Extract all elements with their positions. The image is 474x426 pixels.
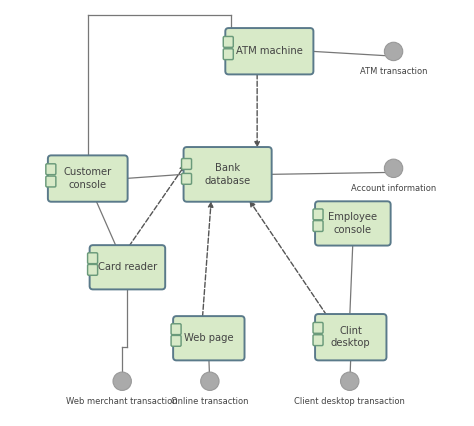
FancyBboxPatch shape: [171, 324, 181, 334]
Text: Web merchant transaction: Web merchant transaction: [66, 397, 178, 406]
FancyBboxPatch shape: [90, 245, 165, 289]
FancyBboxPatch shape: [223, 37, 233, 47]
Text: Account information: Account information: [351, 184, 436, 193]
FancyBboxPatch shape: [46, 164, 56, 175]
FancyBboxPatch shape: [313, 322, 323, 333]
Circle shape: [340, 372, 359, 390]
FancyBboxPatch shape: [313, 209, 323, 220]
FancyBboxPatch shape: [225, 28, 313, 75]
FancyBboxPatch shape: [315, 314, 386, 360]
FancyBboxPatch shape: [183, 147, 272, 202]
FancyBboxPatch shape: [313, 221, 323, 231]
Text: Clint
desktop: Clint desktop: [331, 326, 371, 348]
FancyBboxPatch shape: [223, 49, 233, 60]
FancyBboxPatch shape: [182, 173, 191, 184]
Circle shape: [201, 372, 219, 390]
Text: ATM machine: ATM machine: [236, 46, 303, 56]
Text: Customer
console: Customer console: [64, 167, 112, 190]
FancyBboxPatch shape: [46, 176, 56, 187]
Text: Online transaction: Online transaction: [171, 397, 249, 406]
Circle shape: [384, 159, 403, 178]
Text: Card reader: Card reader: [98, 262, 157, 272]
Text: Web page: Web page: [184, 333, 234, 343]
Text: ATM transaction: ATM transaction: [360, 67, 427, 76]
Text: Client desktop transaction: Client desktop transaction: [294, 397, 405, 406]
FancyBboxPatch shape: [173, 316, 245, 360]
FancyBboxPatch shape: [88, 253, 98, 264]
FancyBboxPatch shape: [88, 265, 98, 275]
FancyBboxPatch shape: [315, 201, 391, 245]
FancyBboxPatch shape: [313, 335, 323, 345]
FancyBboxPatch shape: [182, 158, 191, 170]
Circle shape: [384, 42, 403, 60]
Text: Employee
console: Employee console: [328, 212, 377, 235]
Circle shape: [113, 372, 131, 390]
Text: Bank
database: Bank database: [204, 163, 251, 186]
FancyBboxPatch shape: [48, 155, 128, 202]
FancyBboxPatch shape: [171, 335, 181, 346]
